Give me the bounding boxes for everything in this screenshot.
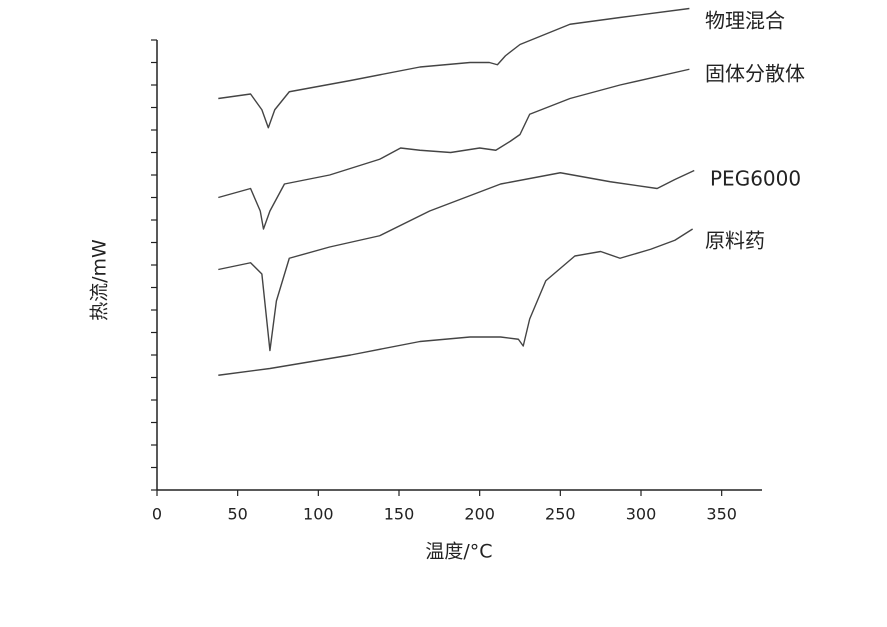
- series-label: 物理混合: [705, 9, 785, 33]
- x-axis-title: 温度/°C: [425, 541, 492, 563]
- series-line: [218, 68, 690, 230]
- series-label: 固体分散体: [705, 62, 805, 86]
- x-tick-label: 300: [626, 505, 657, 524]
- series-line: [218, 169, 695, 352]
- series-line: [218, 7, 690, 129]
- x-tick-label: 50: [227, 505, 247, 524]
- series-label: 原料药: [705, 229, 765, 253]
- x-tick-label: 200: [464, 505, 495, 524]
- series-line: [218, 228, 694, 376]
- x-tick-label: 250: [545, 505, 576, 524]
- x-tick-label: 150: [384, 505, 415, 524]
- x-tick-label: 350: [706, 505, 737, 524]
- x-tick-label: 0: [152, 505, 162, 524]
- x-tick-label: 100: [303, 505, 334, 524]
- y-axis-title: 热流/mW: [89, 239, 111, 321]
- series-label: PEG6000: [710, 167, 801, 191]
